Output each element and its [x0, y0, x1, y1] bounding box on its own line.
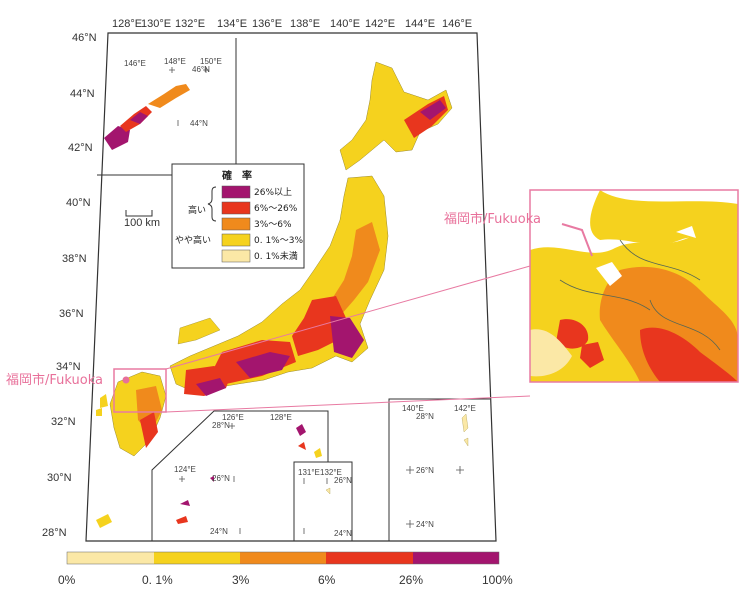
scale-bar-label: 100 km [124, 217, 160, 229]
legend-label: 0. 1%未満 [254, 250, 298, 262]
inset-tick: 26°N [416, 466, 434, 475]
inset-tick: 24°N [416, 520, 434, 529]
inset-tick: 46°N [192, 65, 210, 74]
inset-tick: 140°E [402, 404, 424, 413]
kuril-islands [104, 84, 190, 150]
daito-inset-labels: 131°E 132°E 26°N 24°N [298, 468, 352, 538]
colorbar-label: 0% [58, 573, 76, 587]
legend-label: 0. 1%～3% [254, 236, 303, 246]
inset-tick: 24°N [334, 529, 352, 538]
lat-tick: 42°N [68, 142, 93, 154]
fukuoka-box [113, 368, 167, 413]
fukuoka-dot [122, 376, 130, 384]
longitude-labels: 128°E 130°E 132°E 134°E 136°E 138°E 140°… [112, 18, 472, 30]
inset-tick: 126°E [222, 413, 244, 422]
ogasawara-inset-labels: 140°E 142°E 28°N 26°N 24°N [402, 404, 476, 529]
colorbar-label: 100% [482, 573, 513, 587]
legend-group-high: 高い [188, 204, 206, 216]
legend-swatch [221, 233, 251, 247]
scale-bar: 100 km [124, 210, 160, 229]
inset-tick: 131°E [298, 468, 320, 477]
zoom-frame [529, 189, 739, 383]
zoom-connector-top [165, 265, 531, 370]
lat-tick: 44°N [70, 88, 95, 100]
lon-tick: 130°E [141, 18, 171, 30]
colorbar-label: 6% [318, 573, 336, 587]
legend-swatch [221, 185, 251, 199]
inset-tick: 44°N [190, 119, 208, 128]
southern-islands [96, 413, 469, 528]
lon-tick: 128°E [112, 18, 142, 30]
inset-tick: 28°N [212, 421, 230, 430]
lon-tick: 146°E [442, 18, 472, 30]
lat-tick: 46°N [72, 32, 97, 44]
lon-tick: 144°E [405, 18, 435, 30]
fukuoka-highlight: 福岡市/Fukuoka [6, 265, 531, 413]
lon-tick: 138°E [290, 18, 320, 30]
colorbar-segment [413, 552, 499, 564]
legend-swatch [221, 201, 251, 215]
lat-tick: 32°N [51, 416, 76, 428]
inset-tick: 142°E [454, 404, 476, 413]
lon-tick: 134°E [217, 18, 247, 30]
lat-tick: 30°N [47, 472, 72, 484]
colorbar-label: 0. 1% [142, 573, 173, 587]
lat-tick: 36°N [59, 308, 84, 320]
fukuoka-label-zoom: 福岡市/Fukuoka [444, 211, 541, 227]
legend: 確 率 高い やや高い 26%以上 6%～26% 3%～6% 0. 1%～3% … [171, 163, 305, 269]
legend-label: 26%以上 [254, 187, 292, 198]
colorbar-segment [67, 552, 154, 564]
map-frame [85, 32, 497, 542]
colorbar-segment [326, 552, 413, 564]
inset-tick: 124°E [174, 465, 196, 474]
legend-label: 6%～26% [254, 204, 298, 214]
lat-tick: 28°N [42, 527, 67, 539]
inset-tick: 148°E [164, 57, 186, 66]
inset-tick: 146°E [124, 59, 146, 68]
legend-label: 3%～6% [254, 220, 292, 230]
fukuoka-pointer [561, 223, 593, 257]
zoom-connector-bottom [165, 395, 531, 413]
lon-tick: 142°E [365, 18, 395, 30]
lat-tick: 34°N [56, 361, 81, 373]
ryukyu-inset-labels: 126°E 128°E 28°N 124°E 26°N 24°N [174, 413, 292, 536]
colorbar: 0% 0. 1% 3% 6% 26% 100% [58, 551, 513, 587]
inset-tick: 128°E [270, 413, 292, 422]
lon-tick: 136°E [252, 18, 282, 30]
lat-tick: 40°N [66, 197, 91, 209]
colorbar-label: 3% [232, 573, 250, 587]
latitude-labels: 46°N 44°N 42°N 40°N 38°N 36°N 34°N 32°N … [42, 32, 97, 539]
inset-tick: 24°N [210, 527, 228, 536]
fukuoka-label-main: 福岡市/Fukuoka [6, 372, 103, 388]
legend-brace [207, 186, 217, 222]
colorbar-label: 26% [399, 573, 423, 587]
inset-tick: 26°N [212, 474, 230, 483]
inset-tick: 150°E [200, 57, 222, 66]
inset-tick: 28°N [416, 412, 434, 421]
inset-border-daito [294, 461, 353, 541]
legend-swatch [221, 249, 251, 263]
legend-title: 確 率 [222, 169, 252, 182]
kuril-inset-labels: 146°E 148°E 150°E 46°N 44°N [124, 57, 222, 128]
lon-tick: 132°E [175, 18, 205, 30]
inset-tick: 26°N [334, 476, 352, 485]
zoom-panel: 福岡市/Fukuoka [444, 189, 739, 383]
lon-tick: 140°E [330, 18, 360, 30]
lat-tick: 38°N [62, 253, 87, 265]
legend-swatch [221, 217, 251, 231]
colorbar-segment [240, 552, 326, 564]
inset-tick: 132°E [320, 468, 342, 477]
colorbar-segment [154, 552, 240, 564]
legend-group-midhigh: やや高い [175, 234, 211, 246]
